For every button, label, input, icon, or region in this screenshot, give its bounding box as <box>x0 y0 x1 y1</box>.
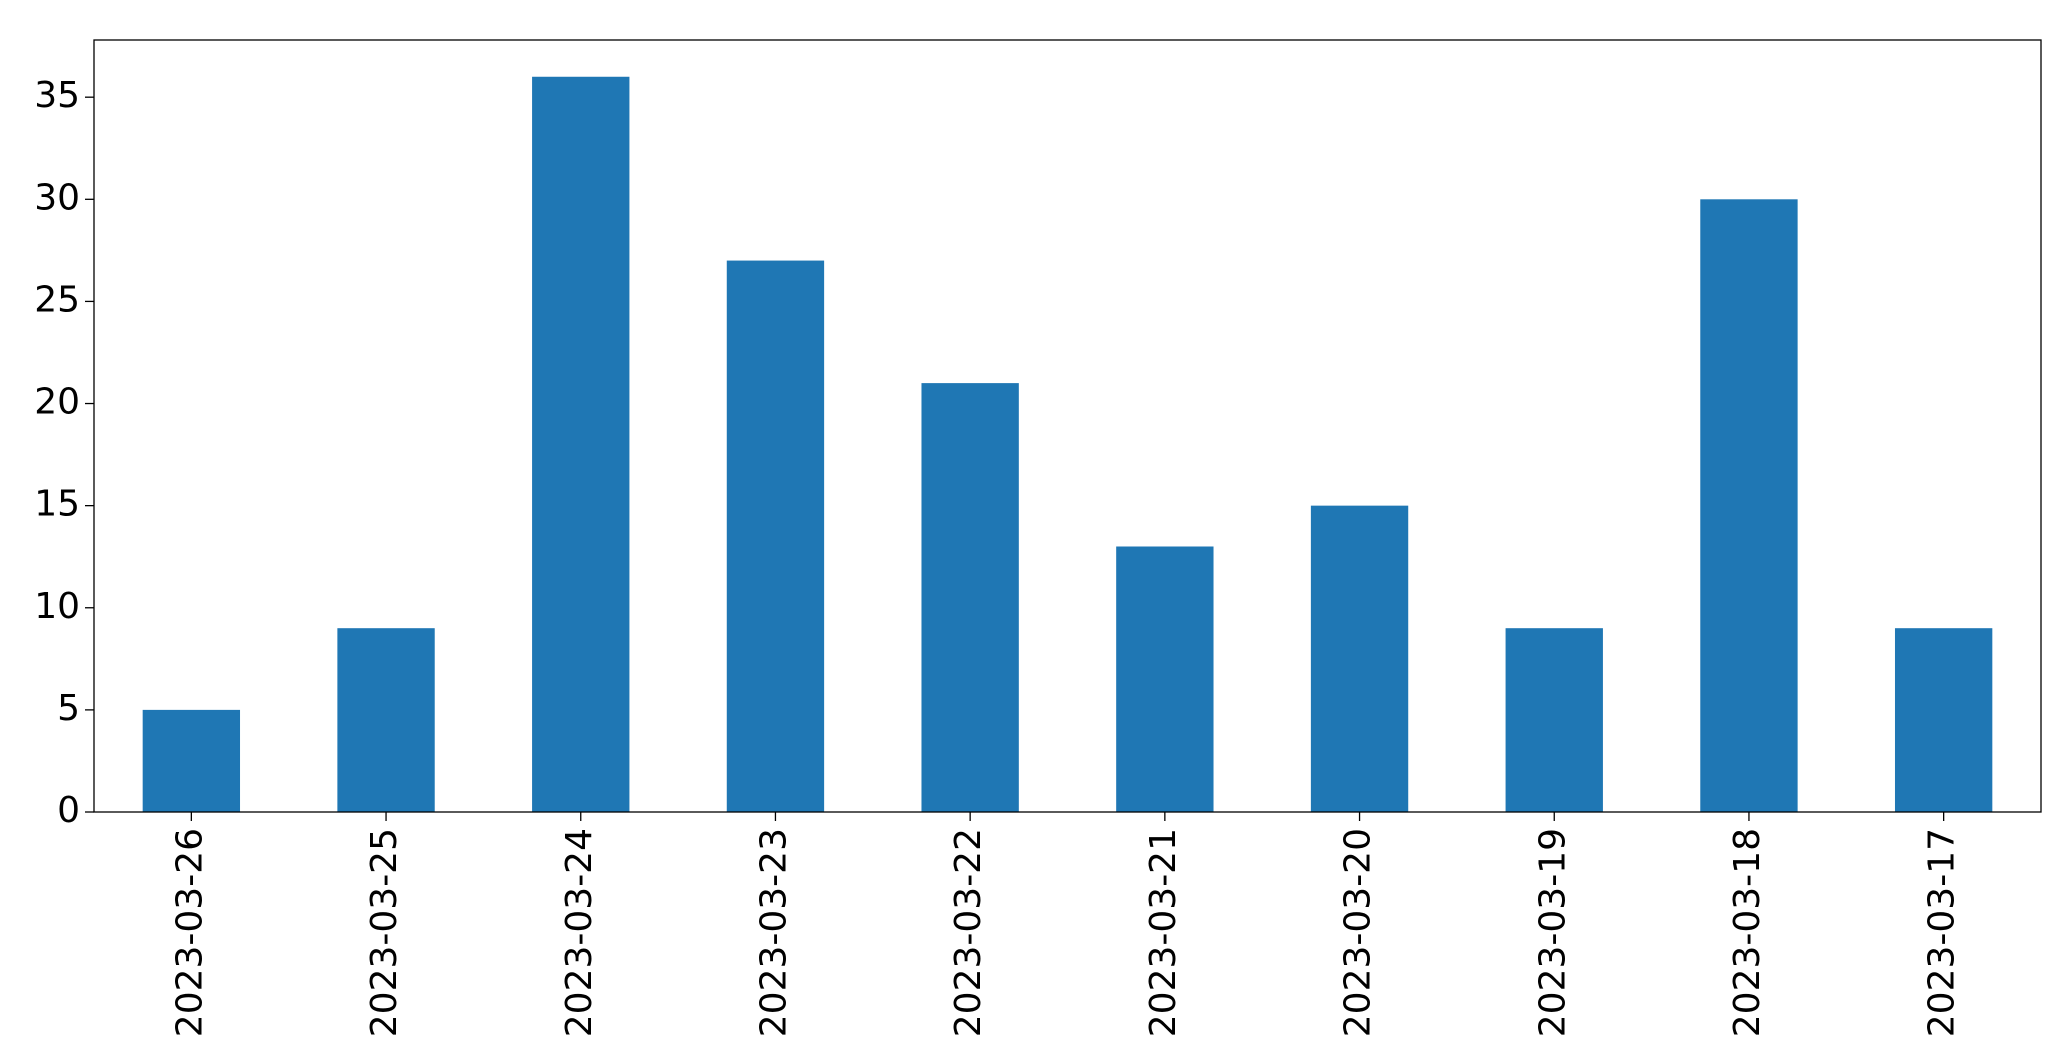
bar <box>1894 628 1993 812</box>
x-tick-label: 2023-03-24 <box>559 828 600 1037</box>
y-tick-label: 35 <box>34 75 80 116</box>
bar <box>142 709 241 812</box>
y-tick-label: 5 <box>57 688 80 729</box>
y-tick-label: 0 <box>57 790 80 831</box>
y-tick-label: 30 <box>34 177 80 218</box>
plot-frame <box>93 39 2042 813</box>
bar <box>921 383 1019 812</box>
bar <box>1310 505 1409 812</box>
x-tick-label: 2023-03-20 <box>1338 828 1379 1037</box>
x-tick-label: 2023-03-25 <box>364 828 405 1037</box>
y-tick-label: 25 <box>34 279 80 320</box>
x-tick-label: 2023-03-17 <box>1922 828 1963 1037</box>
bar <box>532 76 630 812</box>
x-tick-label: 2023-03-22 <box>948 828 989 1037</box>
x-tick-label: 2023-03-21 <box>1143 828 1184 1037</box>
x-tick-label: 2023-03-18 <box>1727 828 1768 1037</box>
bar <box>1505 628 1603 812</box>
bar <box>726 260 825 813</box>
y-tick-label: 15 <box>34 484 80 525</box>
bar <box>1700 199 1798 813</box>
bar <box>1116 546 1214 812</box>
y-tick-label: 20 <box>34 382 80 423</box>
bar <box>337 628 435 812</box>
x-tick-label: 2023-03-26 <box>169 828 210 1037</box>
x-tick-label: 2023-03-23 <box>753 828 794 1037</box>
y-tick-label: 10 <box>34 586 80 627</box>
x-tick-label: 2023-03-19 <box>1532 828 1573 1037</box>
